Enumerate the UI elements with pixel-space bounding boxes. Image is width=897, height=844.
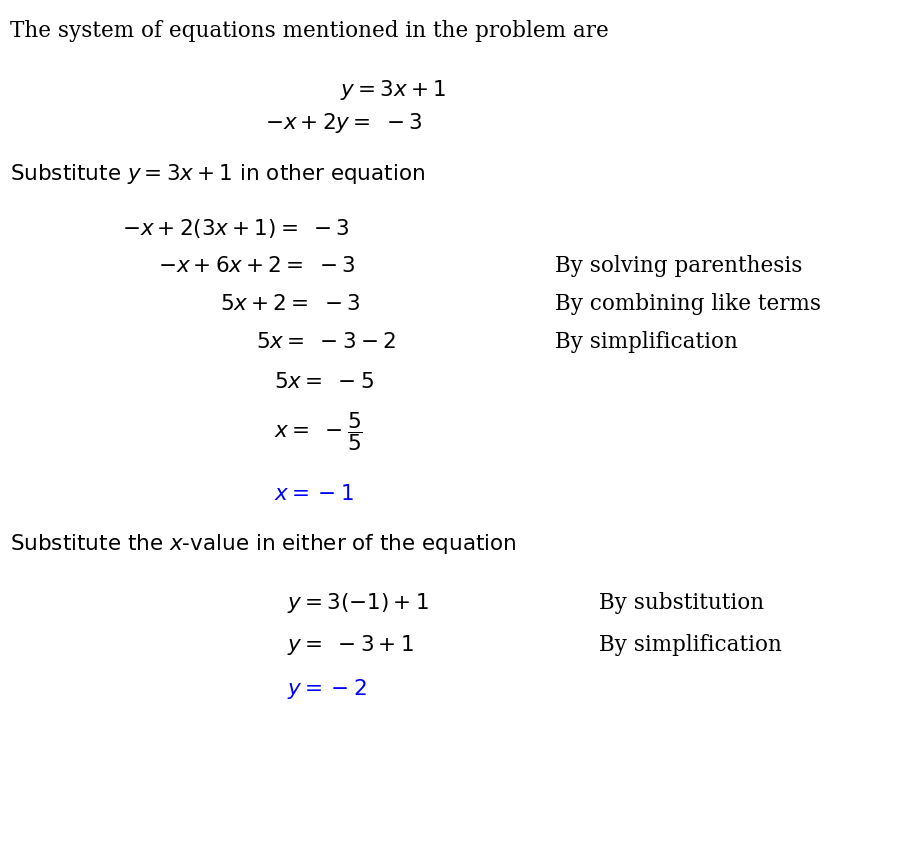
Text: Substitute the $x$-value in either of the equation: Substitute the $x$-value in either of th…	[10, 532, 517, 556]
Text: $5x + 2 = \ -3$: $5x + 2 = \ -3$	[220, 295, 361, 314]
Text: $y = \ -3 + 1$: $y = \ -3 + 1$	[287, 633, 414, 657]
Text: By substitution: By substitution	[599, 592, 764, 614]
Text: By simplification: By simplification	[599, 634, 782, 656]
Text: $-x + 2y = \ -3$: $-x + 2y = \ -3$	[265, 111, 422, 135]
Text: $5x = \ -3 - 2$: $5x = \ -3 - 2$	[256, 332, 396, 352]
Text: $5x = \ -5$: $5x = \ -5$	[274, 371, 374, 392]
Text: By simplification: By simplification	[554, 331, 737, 353]
Text: $y = 3(-1) + 1$: $y = 3(-1) + 1$	[287, 591, 429, 615]
Text: $-x + 2(3x + 1) = \ -3$: $-x + 2(3x + 1) = \ -3$	[122, 217, 350, 240]
Text: $-x + 6x + 2 = \ -3$: $-x + 6x + 2 = \ -3$	[158, 257, 355, 276]
Text: Substitute $y = 3x + 1$ in other equation: Substitute $y = 3x + 1$ in other equatio…	[10, 162, 425, 186]
Text: $y = 3x + 1$: $y = 3x + 1$	[341, 78, 447, 102]
Text: $x = \ -\dfrac{5}{5}$: $x = \ -\dfrac{5}{5}$	[274, 411, 362, 453]
Text: By combining like terms: By combining like terms	[554, 293, 821, 315]
Text: $y = -2$: $y = -2$	[287, 677, 367, 701]
Text: $x = -1$: $x = -1$	[274, 484, 353, 504]
Text: The system of equations mentioned in the problem are: The system of equations mentioned in the…	[10, 19, 609, 42]
Text: By solving parenthesis: By solving parenthesis	[554, 256, 802, 278]
